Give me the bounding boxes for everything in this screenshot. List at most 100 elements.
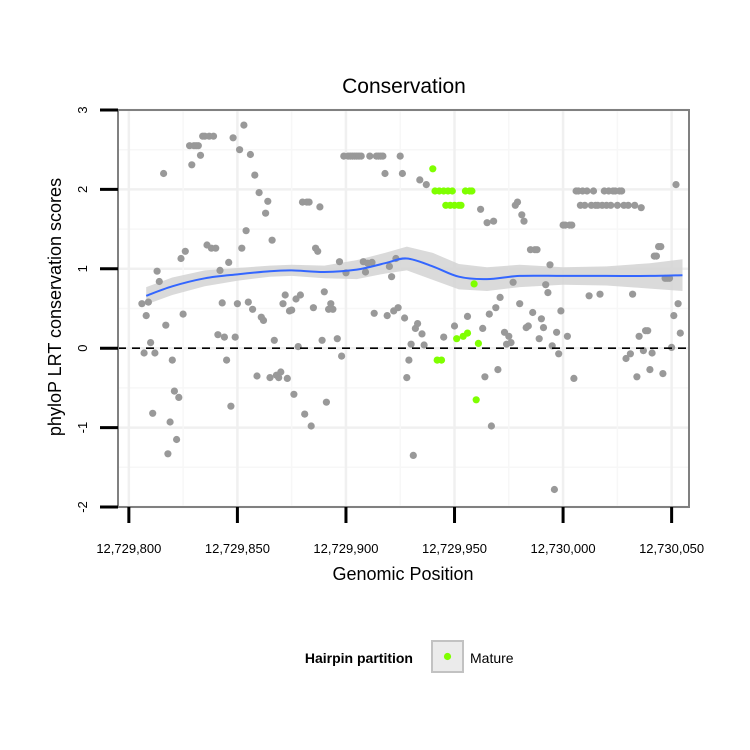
other-point	[440, 333, 448, 341]
other-point	[160, 169, 168, 178]
other-point	[544, 289, 552, 297]
other-point	[270, 336, 278, 344]
other-point	[414, 320, 422, 328]
other-point	[266, 374, 274, 382]
mature-point	[429, 165, 437, 173]
other-point	[581, 201, 589, 209]
y-tick-label: 0	[75, 345, 90, 352]
other-point	[338, 352, 346, 360]
other-point	[290, 390, 298, 398]
chart-title: Conservation	[342, 75, 466, 98]
other-point	[568, 221, 576, 229]
other-point	[188, 161, 196, 169]
other-point	[220, 333, 228, 341]
other-point	[181, 247, 189, 255]
other-point	[450, 322, 459, 330]
other-point	[246, 150, 254, 159]
other-point	[535, 335, 543, 343]
other-point	[542, 281, 550, 289]
other-point	[670, 312, 678, 320]
other-point	[368, 258, 376, 266]
other-point	[327, 300, 335, 308]
other-point	[236, 146, 244, 154]
x-tick-label: 12,730,000	[531, 541, 596, 556]
other-point	[646, 366, 654, 374]
other-point	[637, 204, 645, 212]
other-point	[225, 258, 233, 266]
other-point	[485, 310, 493, 318]
other-point	[147, 339, 155, 347]
other-point	[422, 181, 430, 189]
other-point	[676, 329, 684, 337]
other-point	[613, 201, 622, 209]
other-point	[288, 306, 296, 314]
other-point	[166, 418, 174, 426]
other-point	[644, 327, 652, 335]
other-point	[487, 422, 495, 430]
x-tick-label: 12,730,050	[639, 541, 704, 556]
y-tick-label: -2	[75, 501, 90, 513]
other-point	[420, 341, 428, 349]
other-point	[383, 312, 391, 320]
y-axis: -2 -1 0 1 2 3	[75, 106, 118, 513]
x-axis-title: Genomic Position	[332, 564, 473, 584]
other-point	[329, 305, 337, 313]
other-point	[301, 410, 309, 418]
other-point	[585, 292, 593, 300]
other-point	[144, 298, 152, 306]
other-point	[657, 243, 665, 251]
other-point	[320, 288, 328, 296]
other-point	[318, 336, 326, 344]
other-point	[555, 350, 563, 358]
mature-point	[463, 329, 472, 337]
other-point	[635, 332, 643, 340]
y-axis-title: phyloP LRT conservation scores	[45, 178, 65, 436]
other-point	[477, 205, 485, 213]
other-point	[405, 356, 413, 364]
other-point	[216, 266, 224, 274]
x-axis: 12,729,800 12,729,850 12,729,900 12,729,950…	[96, 507, 704, 556]
other-point	[626, 350, 635, 358]
other-point	[583, 187, 591, 195]
x-tick-label: 12,729,950	[422, 541, 487, 556]
other-point	[631, 201, 639, 209]
y-tick-label: 1	[75, 265, 90, 272]
other-point	[179, 310, 187, 318]
other-point	[553, 328, 561, 336]
other-point	[361, 268, 370, 276]
other-point	[629, 290, 637, 298]
panel-border	[117, 109, 690, 508]
other-point	[394, 304, 402, 312]
other-point	[242, 227, 250, 235]
other-point	[563, 332, 572, 340]
other-point	[490, 217, 498, 225]
other-point	[546, 261, 554, 269]
x-tick-label: 12,729,850	[205, 541, 270, 556]
other-point	[335, 258, 344, 266]
other-point	[251, 171, 259, 179]
other-point	[674, 300, 682, 308]
other-point	[275, 374, 283, 382]
other-point	[518, 211, 526, 219]
other-point	[268, 236, 276, 244]
other-point	[305, 198, 313, 206]
legend: Hairpin partition Mature	[305, 640, 514, 673]
other-point	[279, 300, 287, 308]
mature-point	[448, 187, 456, 195]
other-point	[483, 219, 491, 227]
other-point	[212, 244, 220, 252]
smooth-layer	[145, 257, 683, 297]
other-point	[370, 309, 378, 317]
legend-mature-icon	[443, 652, 452, 661]
other-point	[396, 152, 404, 160]
other-point	[218, 299, 226, 307]
other-point	[138, 300, 146, 308]
other-point	[463, 312, 472, 320]
other-point	[223, 356, 231, 364]
other-point	[333, 335, 341, 343]
x-tick-label: 12,729,900	[313, 541, 378, 556]
other-point	[277, 368, 285, 376]
legend-label-mature: Mature	[470, 650, 514, 666]
other-point	[283, 374, 291, 382]
